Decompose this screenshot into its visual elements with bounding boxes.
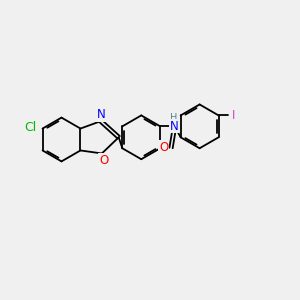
Text: O: O [99, 154, 108, 167]
Text: O: O [159, 141, 168, 154]
Text: I: I [232, 109, 235, 122]
Text: H: H [170, 113, 178, 123]
Text: N: N [170, 120, 178, 133]
Text: Cl: Cl [24, 122, 36, 134]
Text: N: N [96, 108, 105, 121]
